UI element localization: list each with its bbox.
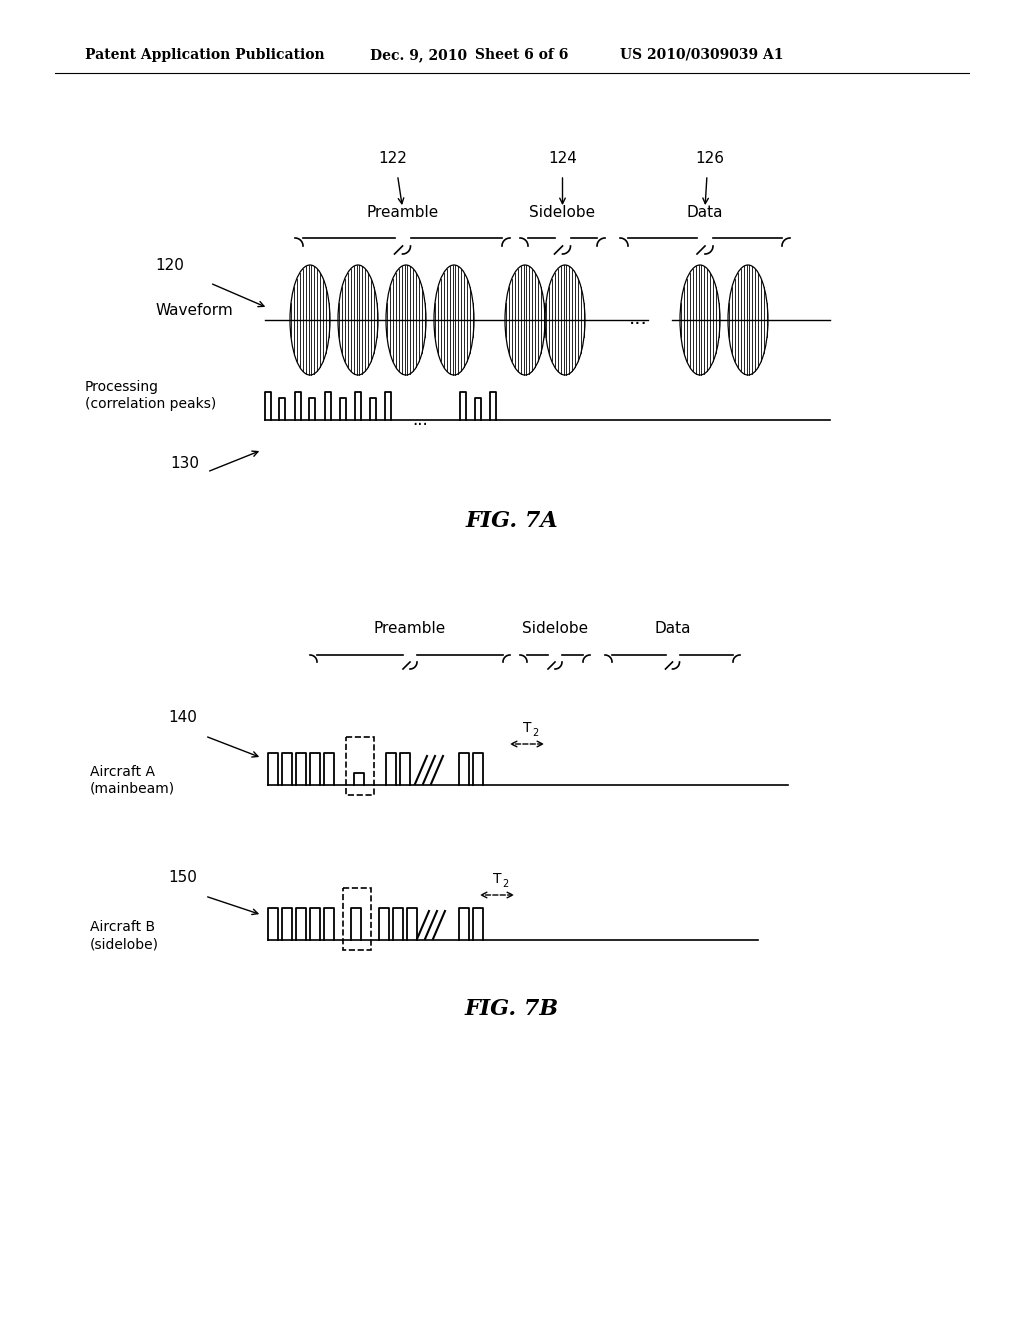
Text: US 2010/0309039 A1: US 2010/0309039 A1 [620,48,783,62]
Text: Aircraft B
(sidelobe): Aircraft B (sidelobe) [90,920,159,950]
Text: Sheet 6 of 6: Sheet 6 of 6 [475,48,568,62]
Text: T: T [522,721,531,735]
Text: Dec. 9, 2010: Dec. 9, 2010 [370,48,467,62]
Text: FIG. 7B: FIG. 7B [465,998,559,1020]
Text: Preamble: Preamble [374,620,446,636]
Text: 2: 2 [531,729,539,738]
Text: Sidelobe: Sidelobe [529,205,596,220]
Text: 122: 122 [378,150,407,166]
Text: 130: 130 [170,455,199,471]
Text: T: T [493,873,502,886]
Text: Waveform: Waveform [155,304,232,318]
Text: 2: 2 [502,879,508,888]
Text: Patent Application Publication: Patent Application Publication [85,48,325,62]
Text: 140: 140 [168,710,197,725]
Text: Preamble: Preamble [367,205,438,220]
Bar [346,737,374,795]
Text: Data: Data [687,205,723,220]
Text: 120: 120 [155,257,184,273]
Text: ...: ... [629,309,647,327]
Text: Data: Data [654,620,691,636]
Text: Sidelobe: Sidelobe [522,620,588,636]
Text: Aircraft A
(mainbeam): Aircraft A (mainbeam) [90,764,175,796]
Bar [343,888,371,950]
Text: Processing
(correlation peaks): Processing (correlation peaks) [85,380,216,411]
Text: 150: 150 [168,870,197,884]
Text: ...: ... [412,411,428,429]
Text: FIG. 7A: FIG. 7A [466,510,558,532]
Text: 126: 126 [695,150,725,166]
Text: 124: 124 [548,150,577,166]
